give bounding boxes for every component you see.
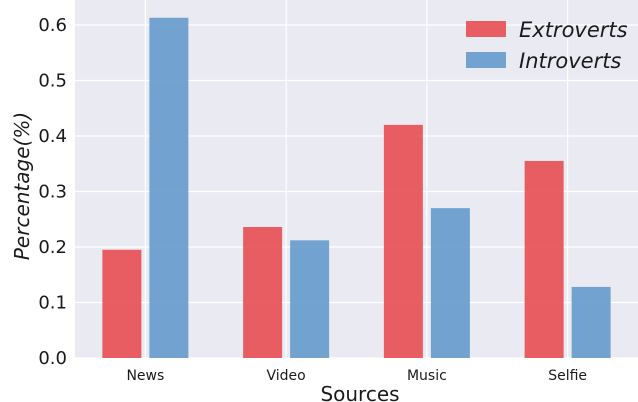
x-tick-label: Video [267,368,306,384]
x-tick-labels: News Video Music Selfie [126,368,587,384]
x-tick-label: Selfie [548,368,587,384]
y-tick-label: 0.4 [38,126,67,147]
y-axis-title: Percentage(%) [10,112,34,260]
y-tick-label: 0.5 [38,70,67,91]
bars [102,17,611,359]
bar-extroverts-music [383,124,423,358]
x-tick-label: Music [407,368,447,384]
legend-label-introverts: Introverts [519,49,621,73]
bar-extroverts-news [102,249,142,358]
bar-introverts-selfie [571,286,611,358]
y-tick-label: 0.0 [38,348,67,369]
bar-introverts-news [149,17,189,359]
legend-label-extroverts: Extroverts [519,18,628,42]
bar-introverts-music [430,208,470,358]
y-tick-label: 0.1 [38,292,67,313]
y-tick-label: 0.6 [38,15,67,36]
legend-swatch-introverts [466,52,506,68]
bar-extroverts-selfie [524,160,564,358]
bar-introverts-video [290,240,330,358]
legend-swatch-extroverts [466,21,506,37]
y-tick-label: 0.3 [38,181,67,202]
legend: Extroverts Introverts [466,18,628,73]
y-tick-label: 0.2 [38,237,67,258]
bar-extroverts-video [243,227,283,358]
y-tick-labels: 0.0 0.1 0.2 0.3 0.4 0.5 0.6 [38,15,67,369]
x-tick-label: News [126,368,164,384]
x-axis-title: Sources [320,382,399,402]
